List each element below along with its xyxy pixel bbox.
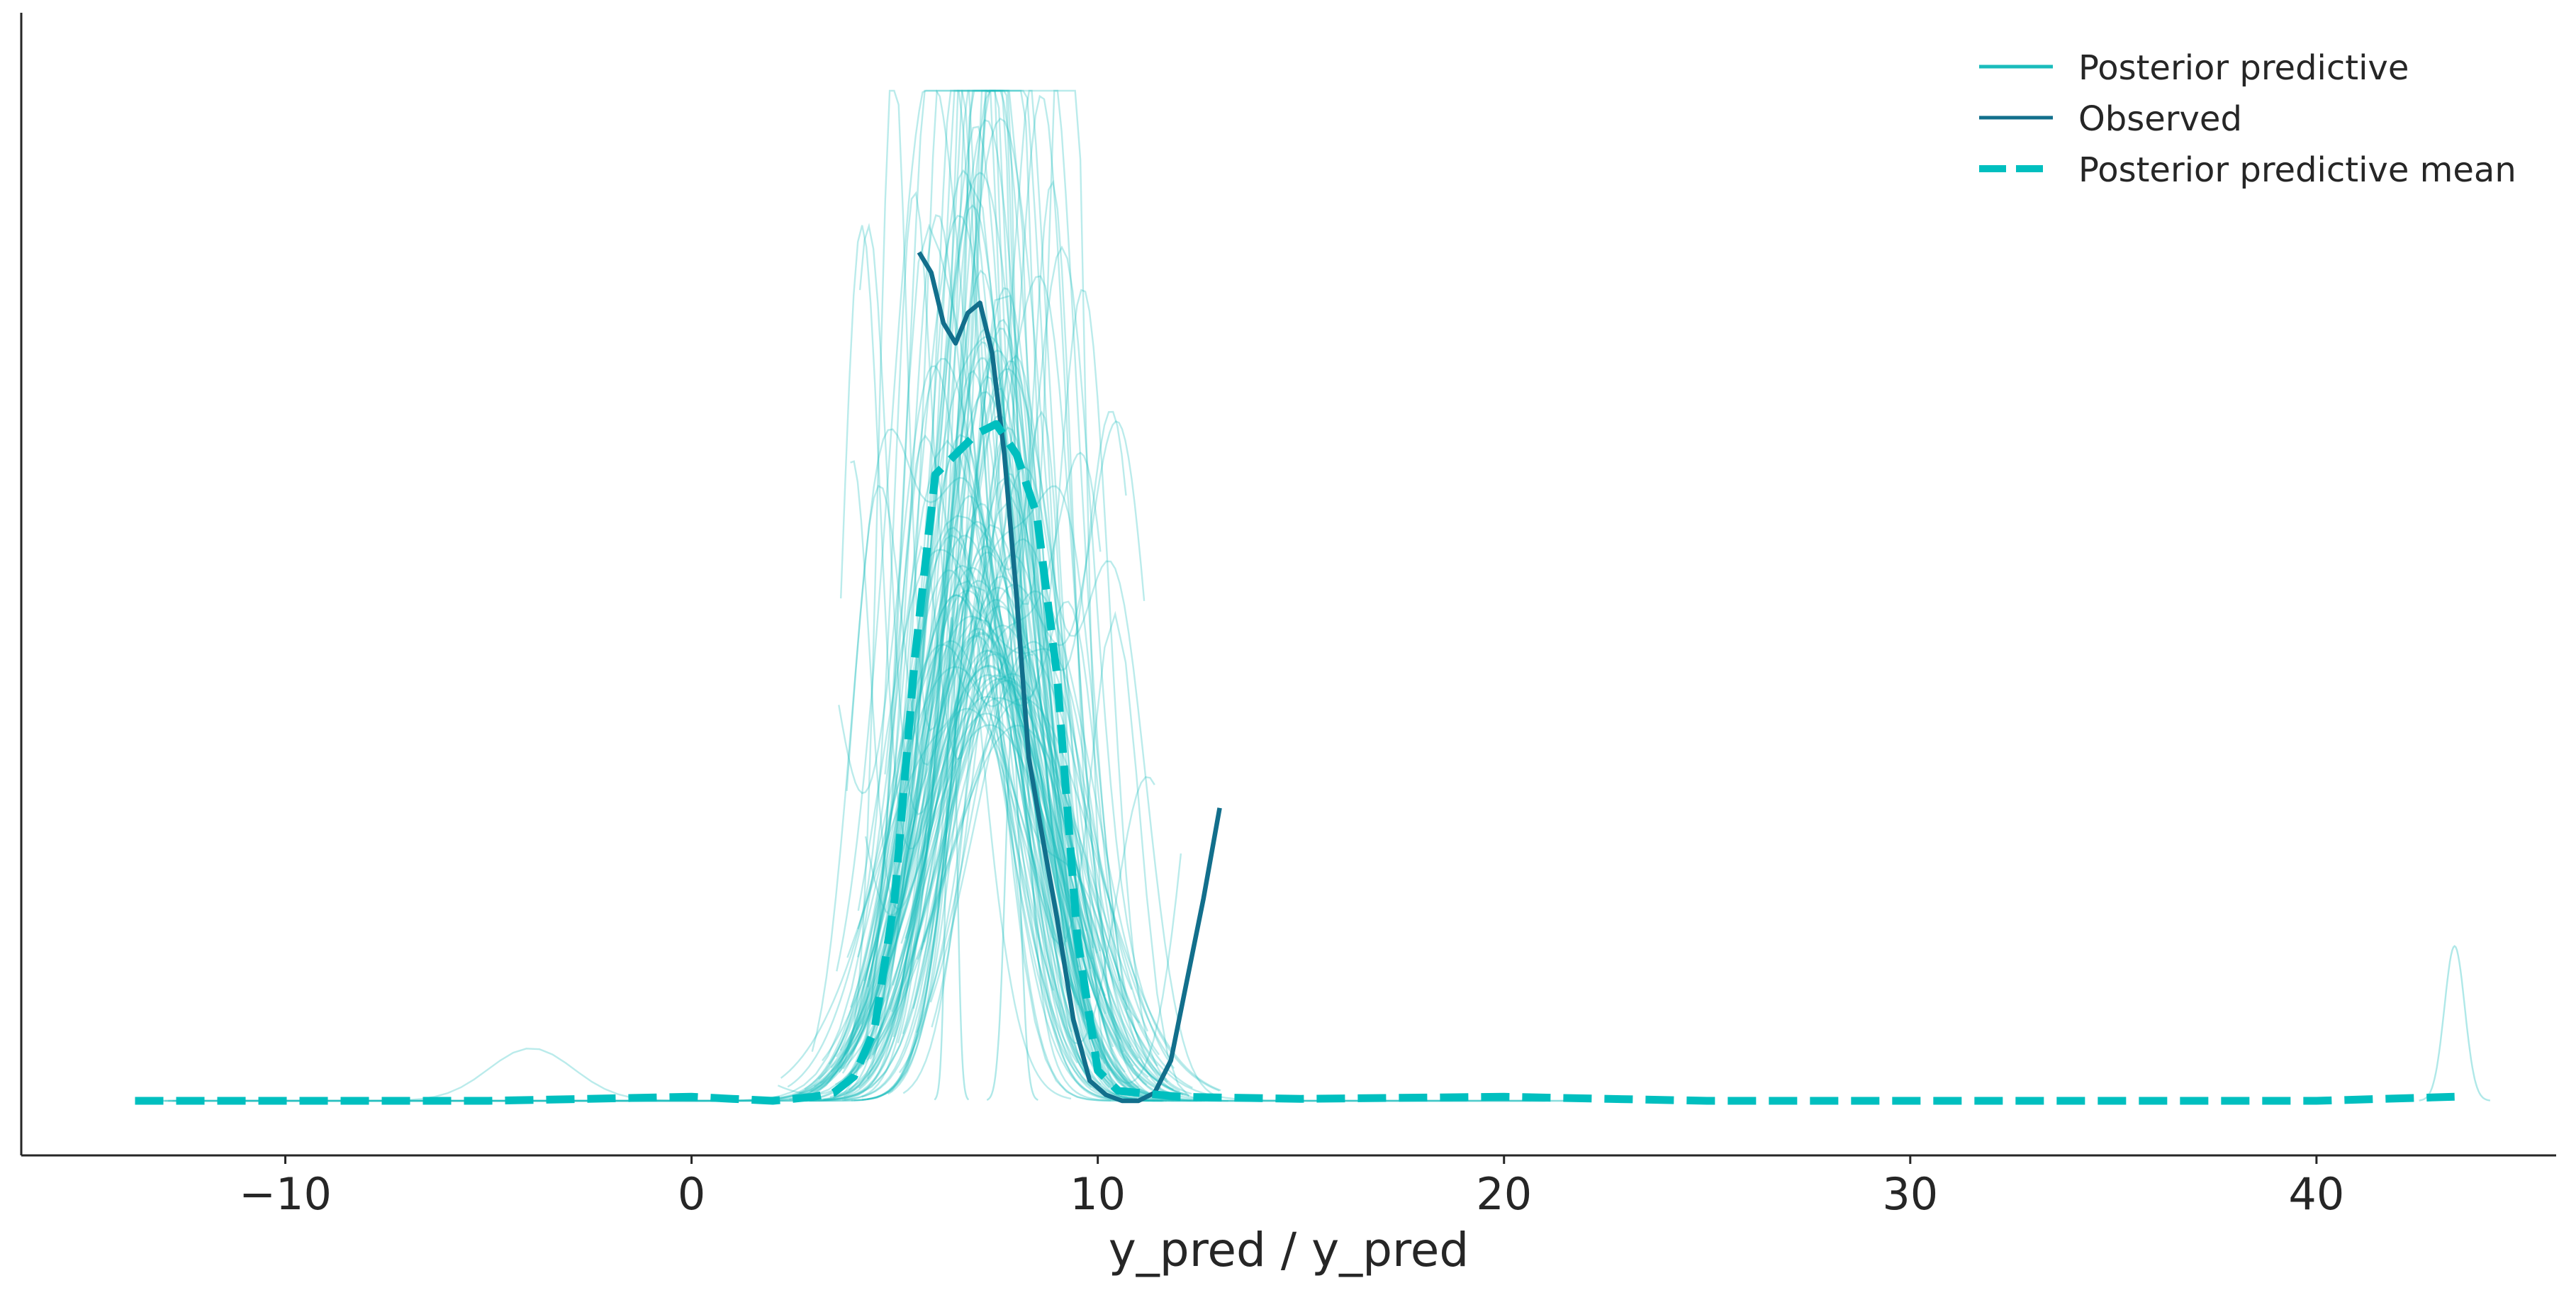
- posterior-predictive-line: [887, 357, 1139, 1088]
- posterior-predictive-line: [849, 586, 1206, 1101]
- posterior-predictive-line: [804, 569, 1092, 1090]
- posterior-predictive-line: [986, 722, 1038, 1101]
- posterior-predictive-line: [780, 191, 1087, 1079]
- posterior-predictive-line: [765, 534, 1148, 1102]
- posterior-predictive-line: [840, 225, 1139, 1060]
- posterior-predictive-line: [890, 673, 1193, 1089]
- x-tick-label: 40: [2288, 1168, 2344, 1220]
- posterior-predictive-line: [822, 410, 1127, 1102]
- legend-label: Observed: [2078, 99, 2242, 139]
- series-lines: [135, 251, 2455, 1105]
- posterior-predictive-line: [813, 327, 1099, 1087]
- posterior-predictive-line: [856, 665, 1093, 1031]
- posterior-predictive-line: [842, 679, 1160, 1070]
- posterior-predictive-line: [892, 605, 1098, 986]
- posterior-predictive-line: [884, 358, 1187, 1096]
- posterior-predictive-line: [819, 653, 1169, 1085]
- posterior-predictive-line: [858, 223, 1175, 1091]
- posterior-predictive-line: [844, 674, 1547, 1102]
- posterior-predictive-line: [900, 678, 1141, 1024]
- posterior-predictive-line: [843, 89, 1111, 1102]
- posterior-predictive-line: [774, 594, 1102, 1099]
- x-ticks: −10 0 10 20 30 40: [239, 1155, 2344, 1220]
- posterior-predictive-line: [833, 485, 1129, 1099]
- posterior-predictive-line: [849, 633, 1080, 1055]
- posterior-predictive-lines: [145, 89, 2491, 1102]
- x-tick-label: 0: [678, 1168, 705, 1220]
- posterior-predictive-line: [916, 697, 1221, 1092]
- posterior-predictive-line: [838, 365, 1072, 1100]
- posterior-predictive-line: [809, 360, 1114, 1092]
- posterior-predictive-line: [810, 169, 1125, 1102]
- posterior-predictive-line: [839, 564, 1136, 1097]
- posterior-predictive-line: [902, 354, 1220, 1098]
- posterior-predictive-line: [834, 724, 1133, 1086]
- posterior-predictive-line: [836, 89, 1078, 1064]
- posterior-predictive-line: [793, 534, 1121, 1097]
- posterior-predictive-line: [929, 641, 1149, 1032]
- posterior-predictive-mean-line: [135, 420, 2455, 1105]
- posterior-predictive-line: [866, 676, 1101, 1061]
- posterior-predictive-line: [858, 503, 1163, 1102]
- legend-label: Posterior predictive mean: [2078, 150, 2516, 190]
- posterior-predictive-line: [857, 549, 1134, 1067]
- posterior-predictive-line: [849, 410, 1079, 1077]
- posterior-predictive-line: [829, 89, 1196, 1101]
- posterior-predictive-line: [842, 269, 1155, 1102]
- x-axis-label: y_pred / y_pred: [1109, 1223, 1469, 1277]
- posterior-predictive-line: [885, 627, 1158, 1098]
- x-tick-label: 10: [1070, 1168, 1126, 1220]
- posterior-predictive-line: [877, 649, 1165, 1093]
- x-tick-label: 30: [1882, 1168, 1938, 1220]
- posterior-predictive-line: [807, 349, 1092, 1095]
- posterior-predictive-line: [857, 666, 1087, 1021]
- posterior-predictive-line: [839, 89, 1154, 1097]
- posterior-predictive-line: [846, 473, 1066, 958]
- posterior-predictive-line: [934, 617, 970, 1101]
- posterior-predictive-line: [923, 420, 1146, 943]
- legend-label: Posterior predictive: [2078, 48, 2409, 88]
- posterior-predictive-line: [869, 452, 1102, 1060]
- posterior-predictive-line: [824, 117, 1141, 1101]
- posterior-predictive-line: [818, 632, 1172, 1094]
- posterior-predictive-line: [857, 640, 1055, 991]
- observed-line: [917, 251, 1222, 1104]
- posterior-predictive-line: [845, 368, 1132, 1094]
- posterior-predictive-line: [860, 598, 1131, 1065]
- posterior-predictive-line: [835, 664, 1087, 1058]
- posterior-predictive-line: [861, 89, 1189, 1097]
- posterior-predictive-line: [802, 214, 1123, 1100]
- posterior-predictive-line: [822, 707, 1087, 1062]
- posterior-predictive-line: [841, 434, 1165, 1099]
- posterior-predictive-line: [898, 89, 1184, 1096]
- x-tick-label: −10: [239, 1168, 332, 1220]
- posterior-predictive-line: [868, 119, 1149, 1096]
- posterior-predictive-line: [853, 318, 1123, 1102]
- posterior-predictive-line: [844, 624, 1162, 1083]
- posterior-predictive-line: [164, 617, 1126, 1102]
- posterior-predictive-line: [851, 89, 1146, 1102]
- posterior-predictive-line: [818, 89, 1107, 1102]
- posterior-predictive-line: [787, 644, 1034, 1088]
- posterior-predictive-line: [843, 391, 1189, 1097]
- posterior-predictive-line: [168, 294, 1202, 1102]
- posterior-predictive-line: [848, 89, 1158, 1075]
- legend: Posterior predictive Observed Posterior pr…: [1979, 48, 2516, 190]
- posterior-predictive-line: [789, 526, 1150, 1102]
- posterior-predictive-line: [866, 538, 1180, 1092]
- posterior-predictive-line: [805, 179, 1116, 1102]
- x-tick-label: 20: [1476, 1168, 1532, 1220]
- posterior-predictive-line: [863, 615, 1162, 1089]
- posterior-predictive-line: [861, 275, 1192, 1102]
- posterior-predictive-line: [915, 590, 1175, 1070]
- posterior-predictive-line: [867, 327, 1133, 1101]
- posterior-predictive-line: [920, 646, 1174, 1063]
- posterior-predictive-line: [864, 545, 1151, 1097]
- posterior-predictive-line: [850, 594, 1073, 1033]
- posterior-predictive-line: [830, 89, 1094, 1069]
- posterior-predictive-line: [2419, 945, 2491, 1102]
- posterior-predictive-line: [860, 94, 1167, 1081]
